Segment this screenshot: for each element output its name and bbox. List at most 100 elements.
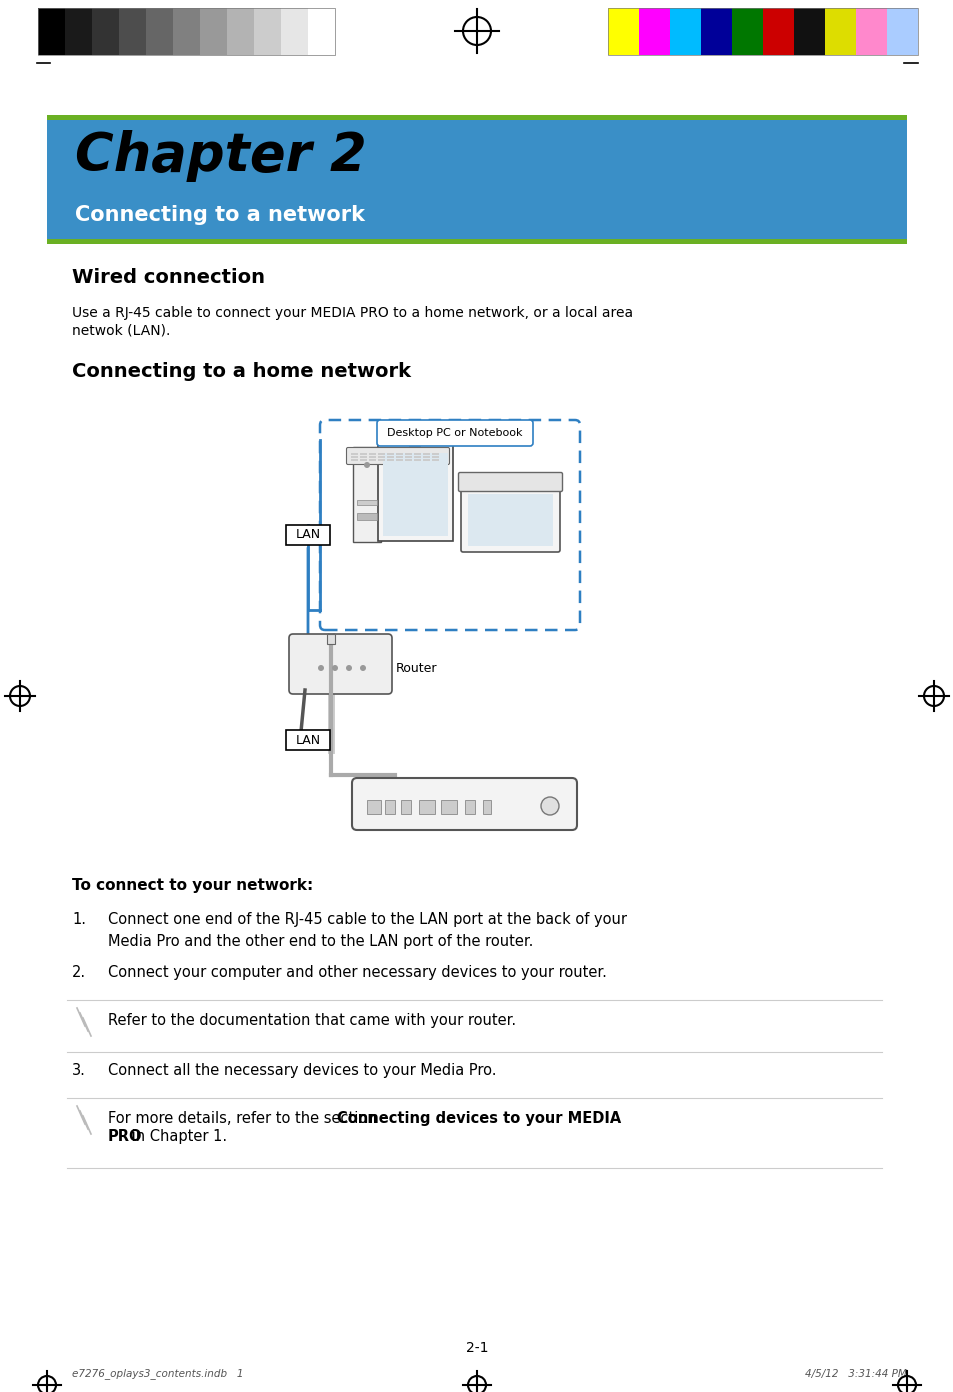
Bar bbox=[377, 443, 453, 541]
Bar bbox=[351, 452, 357, 455]
Bar bbox=[38, 8, 65, 56]
Text: To connect to your network:: To connect to your network: bbox=[71, 878, 313, 894]
Bar bbox=[387, 452, 394, 455]
Bar bbox=[385, 800, 395, 814]
Bar bbox=[377, 459, 385, 461]
Bar bbox=[286, 729, 330, 750]
Bar bbox=[405, 459, 412, 461]
Bar bbox=[172, 8, 200, 56]
FancyBboxPatch shape bbox=[376, 420, 533, 445]
Bar bbox=[855, 8, 886, 56]
Bar bbox=[382, 452, 448, 536]
Bar bbox=[824, 8, 855, 56]
Text: PRO: PRO bbox=[108, 1129, 142, 1144]
Bar bbox=[432, 457, 438, 458]
Bar bbox=[395, 459, 402, 461]
Bar bbox=[607, 8, 639, 56]
Bar bbox=[119, 8, 146, 56]
Bar bbox=[91, 8, 119, 56]
Bar bbox=[440, 800, 456, 814]
Bar bbox=[762, 8, 793, 56]
Text: Refer to the documentation that came with your router.: Refer to the documentation that came wit… bbox=[108, 1013, 516, 1029]
Bar bbox=[308, 8, 335, 56]
Bar bbox=[351, 457, 357, 458]
Bar bbox=[432, 459, 438, 461]
Text: in Chapter 1.: in Chapter 1. bbox=[128, 1129, 228, 1144]
Bar bbox=[327, 633, 335, 644]
Bar bbox=[38, 8, 335, 56]
Bar bbox=[400, 800, 411, 814]
Text: 2-1: 2-1 bbox=[465, 1340, 488, 1354]
Bar bbox=[405, 457, 412, 458]
Circle shape bbox=[359, 665, 366, 671]
Bar bbox=[367, 800, 380, 814]
Bar bbox=[414, 452, 420, 455]
Text: Wired connection: Wired connection bbox=[71, 269, 265, 287]
Text: Connecting to a network: Connecting to a network bbox=[75, 205, 365, 226]
Bar bbox=[359, 459, 367, 461]
Text: Connecting devices to your MEDIA: Connecting devices to your MEDIA bbox=[337, 1111, 621, 1126]
Text: For more details, refer to the section: For more details, refer to the section bbox=[108, 1111, 381, 1126]
Text: Desktop PC or Notebook: Desktop PC or Notebook bbox=[387, 427, 522, 438]
Bar bbox=[47, 239, 906, 244]
Circle shape bbox=[364, 462, 370, 468]
Bar bbox=[369, 457, 375, 458]
Text: LAN: LAN bbox=[295, 734, 320, 746]
Bar bbox=[700, 8, 731, 56]
FancyBboxPatch shape bbox=[289, 633, 392, 695]
Circle shape bbox=[346, 665, 352, 671]
Bar bbox=[405, 452, 412, 455]
Text: Connect all the necessary devices to your Media Pro.: Connect all the necessary devices to you… bbox=[108, 1063, 496, 1077]
Bar bbox=[422, 452, 430, 455]
Bar bbox=[286, 525, 330, 546]
Bar bbox=[607, 8, 917, 56]
Bar bbox=[432, 452, 438, 455]
FancyBboxPatch shape bbox=[458, 472, 562, 491]
Text: Connect one end of the RJ-45 cable to the LAN port at the back of your
Media Pro: Connect one end of the RJ-45 cable to th… bbox=[108, 912, 626, 949]
Bar bbox=[356, 500, 376, 505]
Bar bbox=[47, 116, 906, 120]
Bar bbox=[200, 8, 227, 56]
Circle shape bbox=[332, 665, 337, 671]
Bar bbox=[47, 120, 906, 239]
Text: 2.: 2. bbox=[71, 965, 86, 980]
Bar bbox=[422, 457, 430, 458]
FancyBboxPatch shape bbox=[352, 778, 577, 830]
Circle shape bbox=[317, 665, 324, 671]
Bar bbox=[387, 457, 394, 458]
Bar bbox=[418, 800, 435, 814]
Bar bbox=[409, 443, 420, 455]
Bar bbox=[369, 459, 375, 461]
Bar bbox=[356, 514, 376, 521]
Bar bbox=[731, 8, 762, 56]
FancyBboxPatch shape bbox=[346, 447, 449, 465]
Bar bbox=[359, 452, 367, 455]
Circle shape bbox=[540, 798, 558, 814]
Bar bbox=[377, 452, 385, 455]
Text: 3.: 3. bbox=[71, 1063, 86, 1077]
Text: 4/5/12   3:31:44 PM: 4/5/12 3:31:44 PM bbox=[804, 1368, 906, 1379]
Bar bbox=[369, 452, 375, 455]
Bar bbox=[227, 8, 253, 56]
Text: Connect your computer and other necessary devices to your router.: Connect your computer and other necessar… bbox=[108, 965, 606, 980]
Bar bbox=[793, 8, 824, 56]
Text: Use a RJ-45 cable to connect your MEDIA PRO to a home network, or a local area: Use a RJ-45 cable to connect your MEDIA … bbox=[71, 306, 633, 320]
Bar bbox=[669, 8, 700, 56]
Text: Connecting to a home network: Connecting to a home network bbox=[71, 362, 411, 381]
Bar bbox=[422, 459, 430, 461]
Text: LAN: LAN bbox=[295, 529, 320, 541]
Bar bbox=[414, 459, 420, 461]
Bar bbox=[65, 8, 91, 56]
Bar bbox=[400, 443, 429, 445]
Bar bbox=[253, 8, 281, 56]
Text: netwok (LAN).: netwok (LAN). bbox=[71, 324, 171, 338]
Bar bbox=[639, 8, 669, 56]
Bar bbox=[395, 457, 402, 458]
Bar bbox=[351, 459, 357, 461]
Text: 1.: 1. bbox=[71, 912, 86, 927]
Bar bbox=[468, 494, 553, 546]
Bar bbox=[886, 8, 917, 56]
Bar bbox=[414, 457, 420, 458]
Bar bbox=[377, 457, 385, 458]
Text: Chapter 2: Chapter 2 bbox=[75, 129, 366, 182]
